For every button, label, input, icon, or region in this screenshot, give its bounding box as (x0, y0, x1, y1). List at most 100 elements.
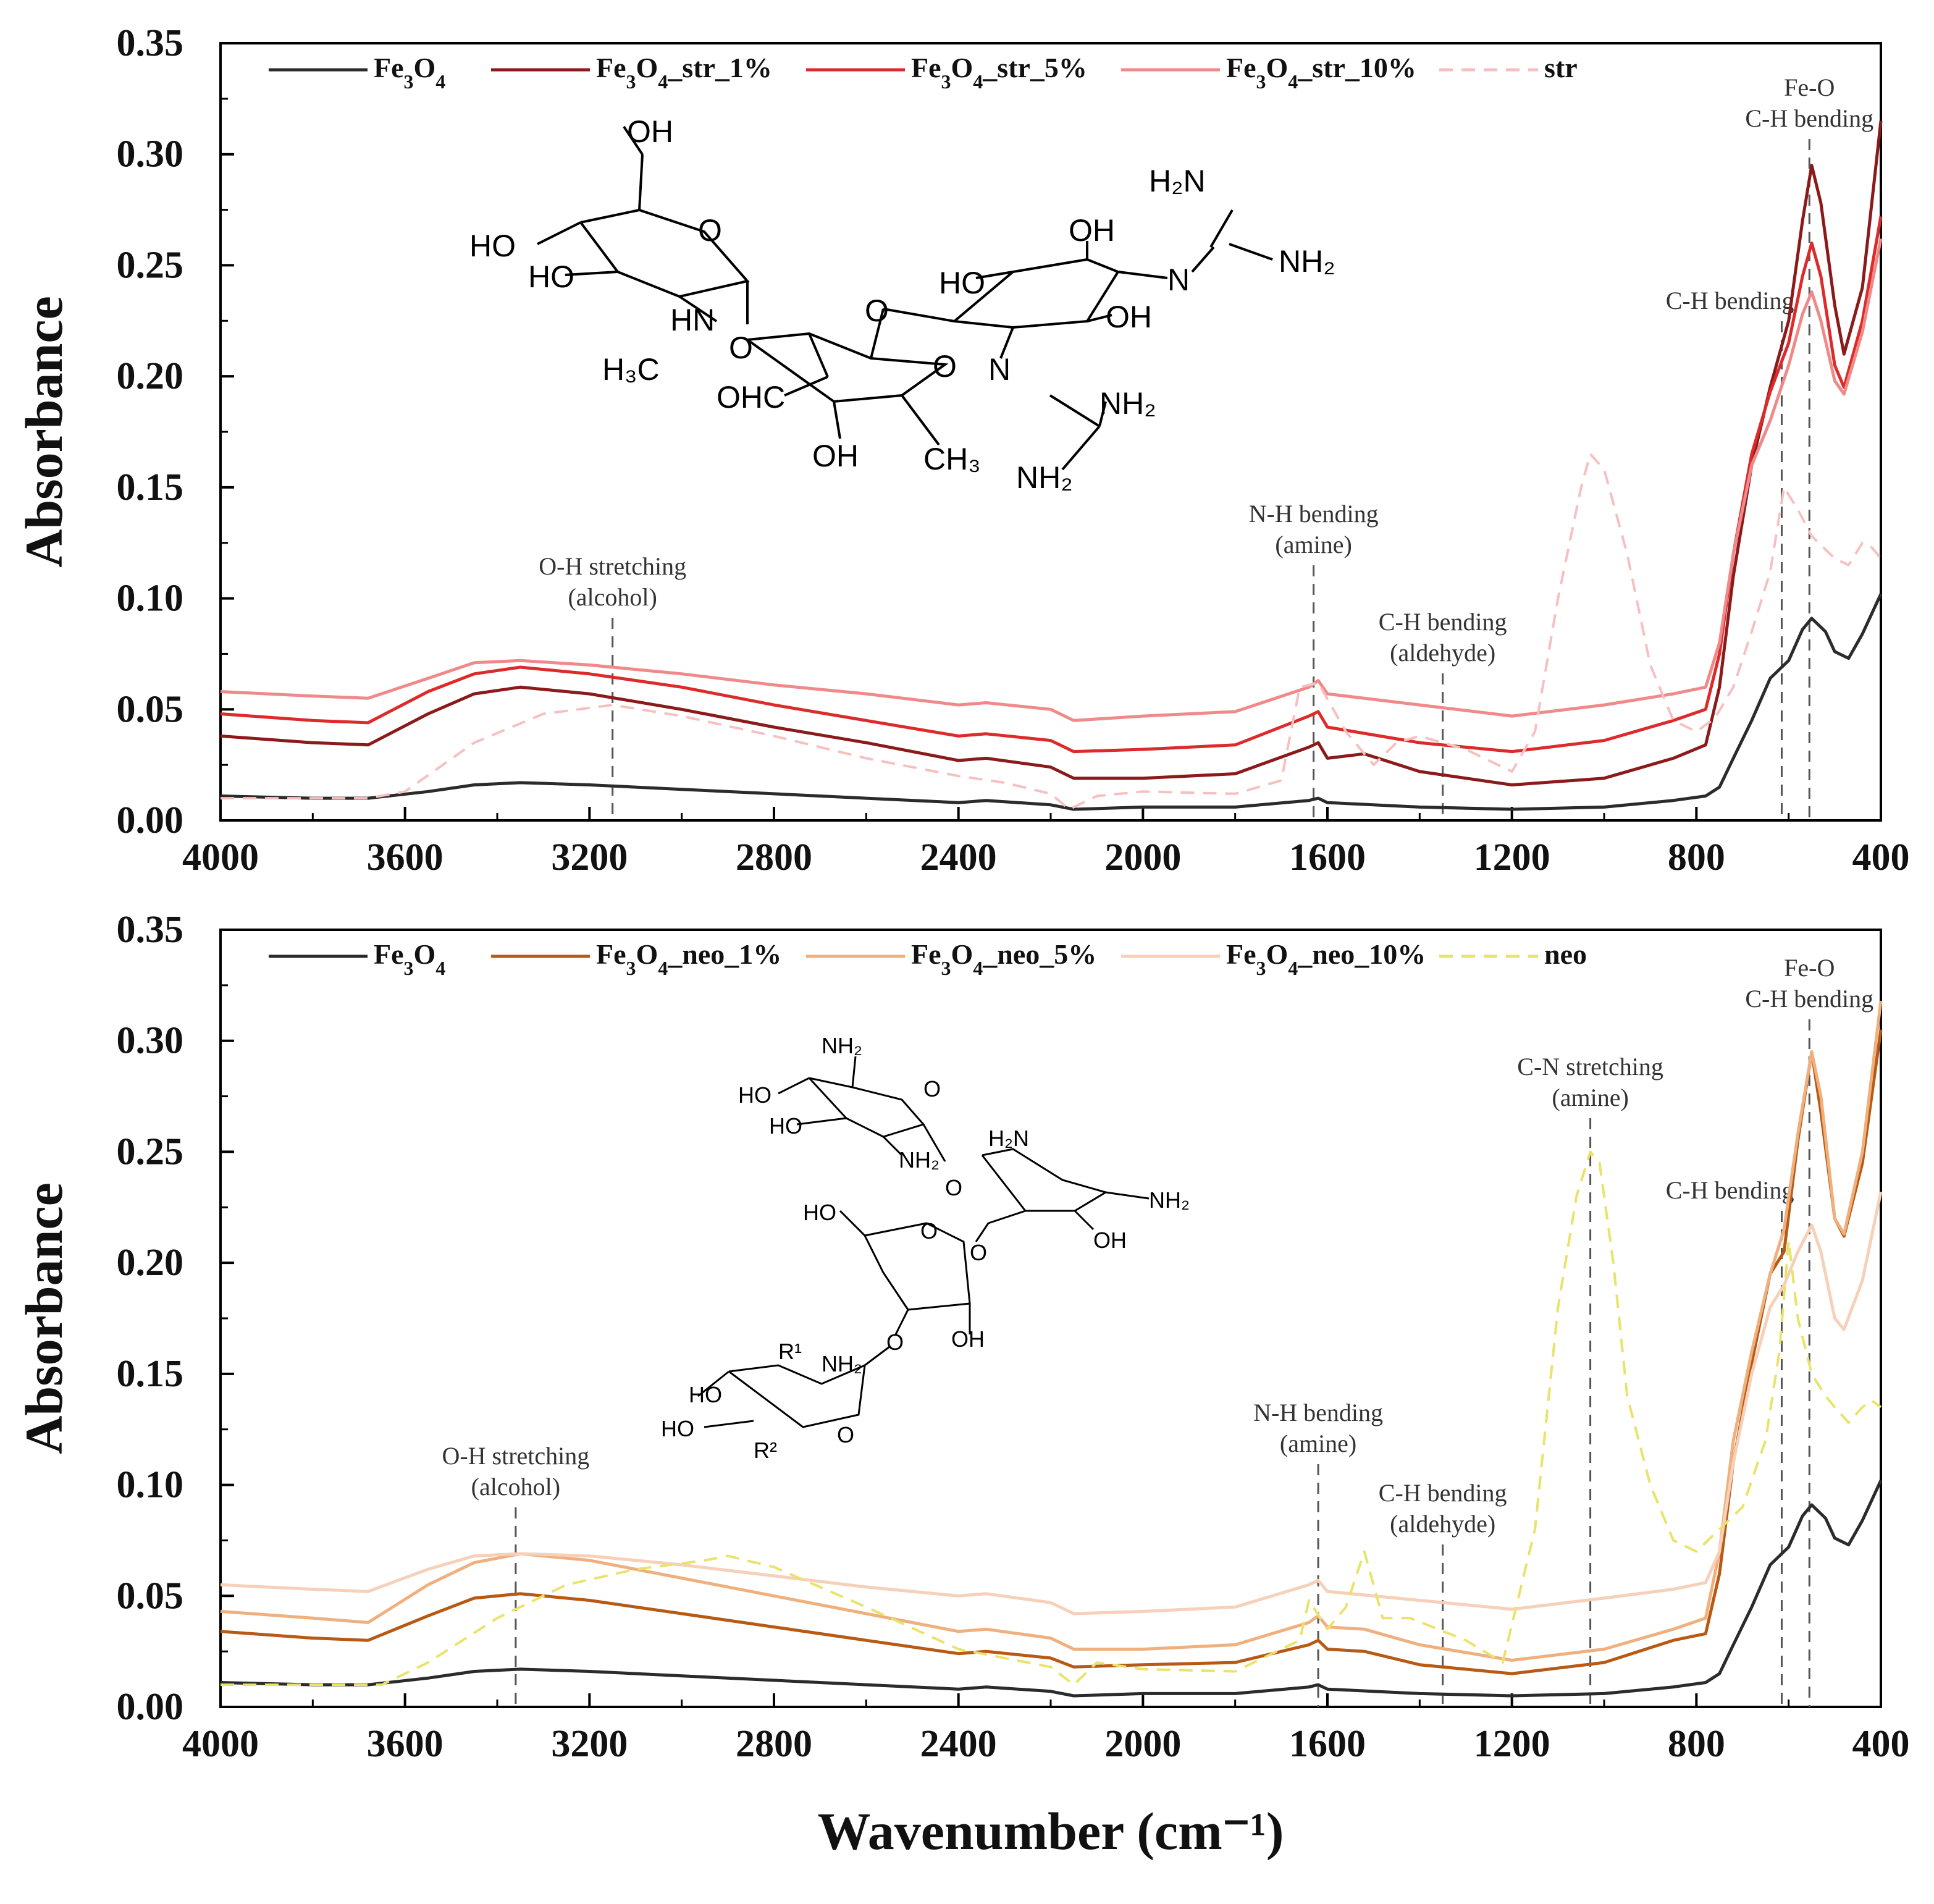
chem-label: HO (803, 1200, 836, 1225)
chem-label: O (698, 213, 722, 248)
series-line (220, 593, 1883, 811)
chem-label: O (945, 1175, 962, 1200)
x-tick-label: 2000 (1104, 1723, 1181, 1765)
chem-label: HO (689, 1382, 722, 1407)
chem-label: HO (469, 229, 516, 263)
annotation-label: N-H bending (1249, 500, 1379, 528)
y-tick-label: 0.10 (117, 1464, 184, 1506)
legend-label: Fe3O4 (374, 52, 445, 93)
series-line (220, 1480, 1883, 1698)
chem-label: R¹ (778, 1339, 802, 1364)
chem-label: H₂N (1149, 164, 1206, 198)
annotation-label: N-H bending (1253, 1399, 1383, 1426)
chem-label: NH₂ (1099, 386, 1156, 421)
annotation-label: (amine) (1275, 531, 1352, 558)
streptomycin-structure (537, 125, 1273, 471)
annotation-label: C-H bending (1745, 104, 1873, 132)
x-tick-label: 4000 (182, 836, 259, 878)
series-line (220, 1191, 1883, 1615)
annotation-label: Fe-O (1784, 74, 1835, 101)
series-line (220, 216, 1883, 754)
annotation-label: C-H bending (1666, 1176, 1794, 1204)
x-tick-label: 3600 (367, 1723, 444, 1765)
legend-label: neo (1544, 938, 1587, 970)
annotation-label: (aldehyde) (1390, 1510, 1495, 1538)
y-tick-label: 0.35 (117, 22, 184, 64)
y-tick-label: 0.30 (117, 1020, 184, 1062)
annotation-label: C-H bending (1745, 985, 1873, 1013)
y-tick-label: 0.20 (117, 355, 184, 397)
legend-label: Fe3O4_str_5% (911, 52, 1087, 93)
y-tick-label: 0.25 (117, 244, 184, 286)
x-tick-label: 800 (1668, 836, 1725, 878)
plot-frame (219, 929, 1882, 1708)
chem-label: NH₂ (1149, 1187, 1190, 1213)
chem-label: HO (738, 1082, 771, 1108)
chem-label: O (923, 1076, 941, 1102)
x-axis-label: Wavenumber (cm⁻¹) (817, 1801, 1284, 1861)
chem-label: HN (670, 303, 715, 337)
chem-label: NH₂ (1016, 460, 1073, 495)
chem-label: O (886, 1329, 904, 1355)
x-tick-label: 3600 (367, 836, 444, 878)
chem-label: N (1167, 263, 1190, 297)
annotation-label: C-H bending (1379, 608, 1507, 636)
chem-label: OH (627, 114, 673, 149)
x-tick-label: 1200 (1474, 836, 1550, 878)
y-tick-label: 0.00 (117, 799, 184, 841)
chem-label: OHC (717, 380, 785, 415)
x-tick-label: 2400 (920, 836, 997, 878)
y-tick-label: 0.00 (117, 1686, 184, 1728)
x-tick-label: 2800 (736, 1723, 812, 1765)
series-line (220, 120, 1883, 786)
top-panel: 4000 3600 3200 2800 2400 2000 1600 1200 800 400 0.… (14, 22, 1910, 878)
chem-label: O (729, 331, 753, 365)
x-tick-label: 400 (1852, 836, 1910, 878)
x-tick-label: 800 (1668, 1723, 1725, 1765)
chem-label: H₂N (988, 1126, 1029, 1151)
y-tick-label: 0.25 (117, 1131, 184, 1173)
x-tick-label: 2000 (1104, 836, 1181, 878)
neomycin-labels: NH₂ HO HO O NH₂ O H₂N NH₂ OH O HO O OH O… (661, 1033, 1190, 1463)
legend-label: Fe3O4_neo_1% (596, 938, 781, 979)
annotation-label: O-H stretching (539, 552, 686, 580)
chem-label: NH₂ (1279, 244, 1335, 279)
x-tick-label: 2800 (736, 836, 812, 878)
chem-label: NH₂ (899, 1147, 940, 1173)
chem-label: HO (769, 1113, 802, 1139)
chem-label: HO (528, 259, 574, 294)
y-tick-label: 0.05 (117, 1575, 184, 1617)
chem-label: CH₃ (923, 442, 981, 476)
x-tick-label: 1600 (1289, 836, 1366, 878)
chem-label: H₃C (602, 352, 660, 387)
x-tick-label: 2400 (920, 1723, 997, 1765)
chem-label: OH (1069, 213, 1115, 248)
x-tick-label: 3200 (551, 836, 628, 878)
annotation-label: (aldehyde) (1390, 639, 1495, 667)
chem-label: NH₂ (822, 1351, 862, 1376)
chem-label: O (970, 1240, 987, 1265)
neomycin-structure (697, 1056, 1150, 1428)
y-tick-label: 0.30 (117, 133, 184, 175)
series-line (221, 1150, 1882, 1687)
chem-label: O (933, 349, 957, 384)
legend-label: Fe3O4_neo_5% (911, 938, 1096, 979)
chem-label: OH (1106, 300, 1152, 334)
legend-label: Fe3O4_str_10% (1226, 52, 1416, 93)
annotation-label: C-H bending (1666, 287, 1794, 314)
legend-label: str (1544, 52, 1578, 83)
y-tick-label: 0.05 (117, 688, 184, 730)
annotation-label: (alcohol) (471, 1473, 560, 1501)
annotation-label: (alcohol) (568, 583, 657, 611)
annotation-label: C-N stretching (1517, 1053, 1663, 1080)
chem-label: R² (754, 1438, 777, 1463)
legend-label: Fe3O4_str_1% (596, 52, 772, 93)
chem-label: O (837, 1422, 854, 1447)
series-line (220, 1000, 1883, 1662)
annotation-label: O-H stretching (442, 1442, 589, 1470)
annotation-label: (amine) (1552, 1084, 1628, 1111)
plot-frame (219, 42, 1882, 822)
x-tick-label: 3200 (551, 1723, 628, 1765)
series-line (221, 452, 1882, 811)
